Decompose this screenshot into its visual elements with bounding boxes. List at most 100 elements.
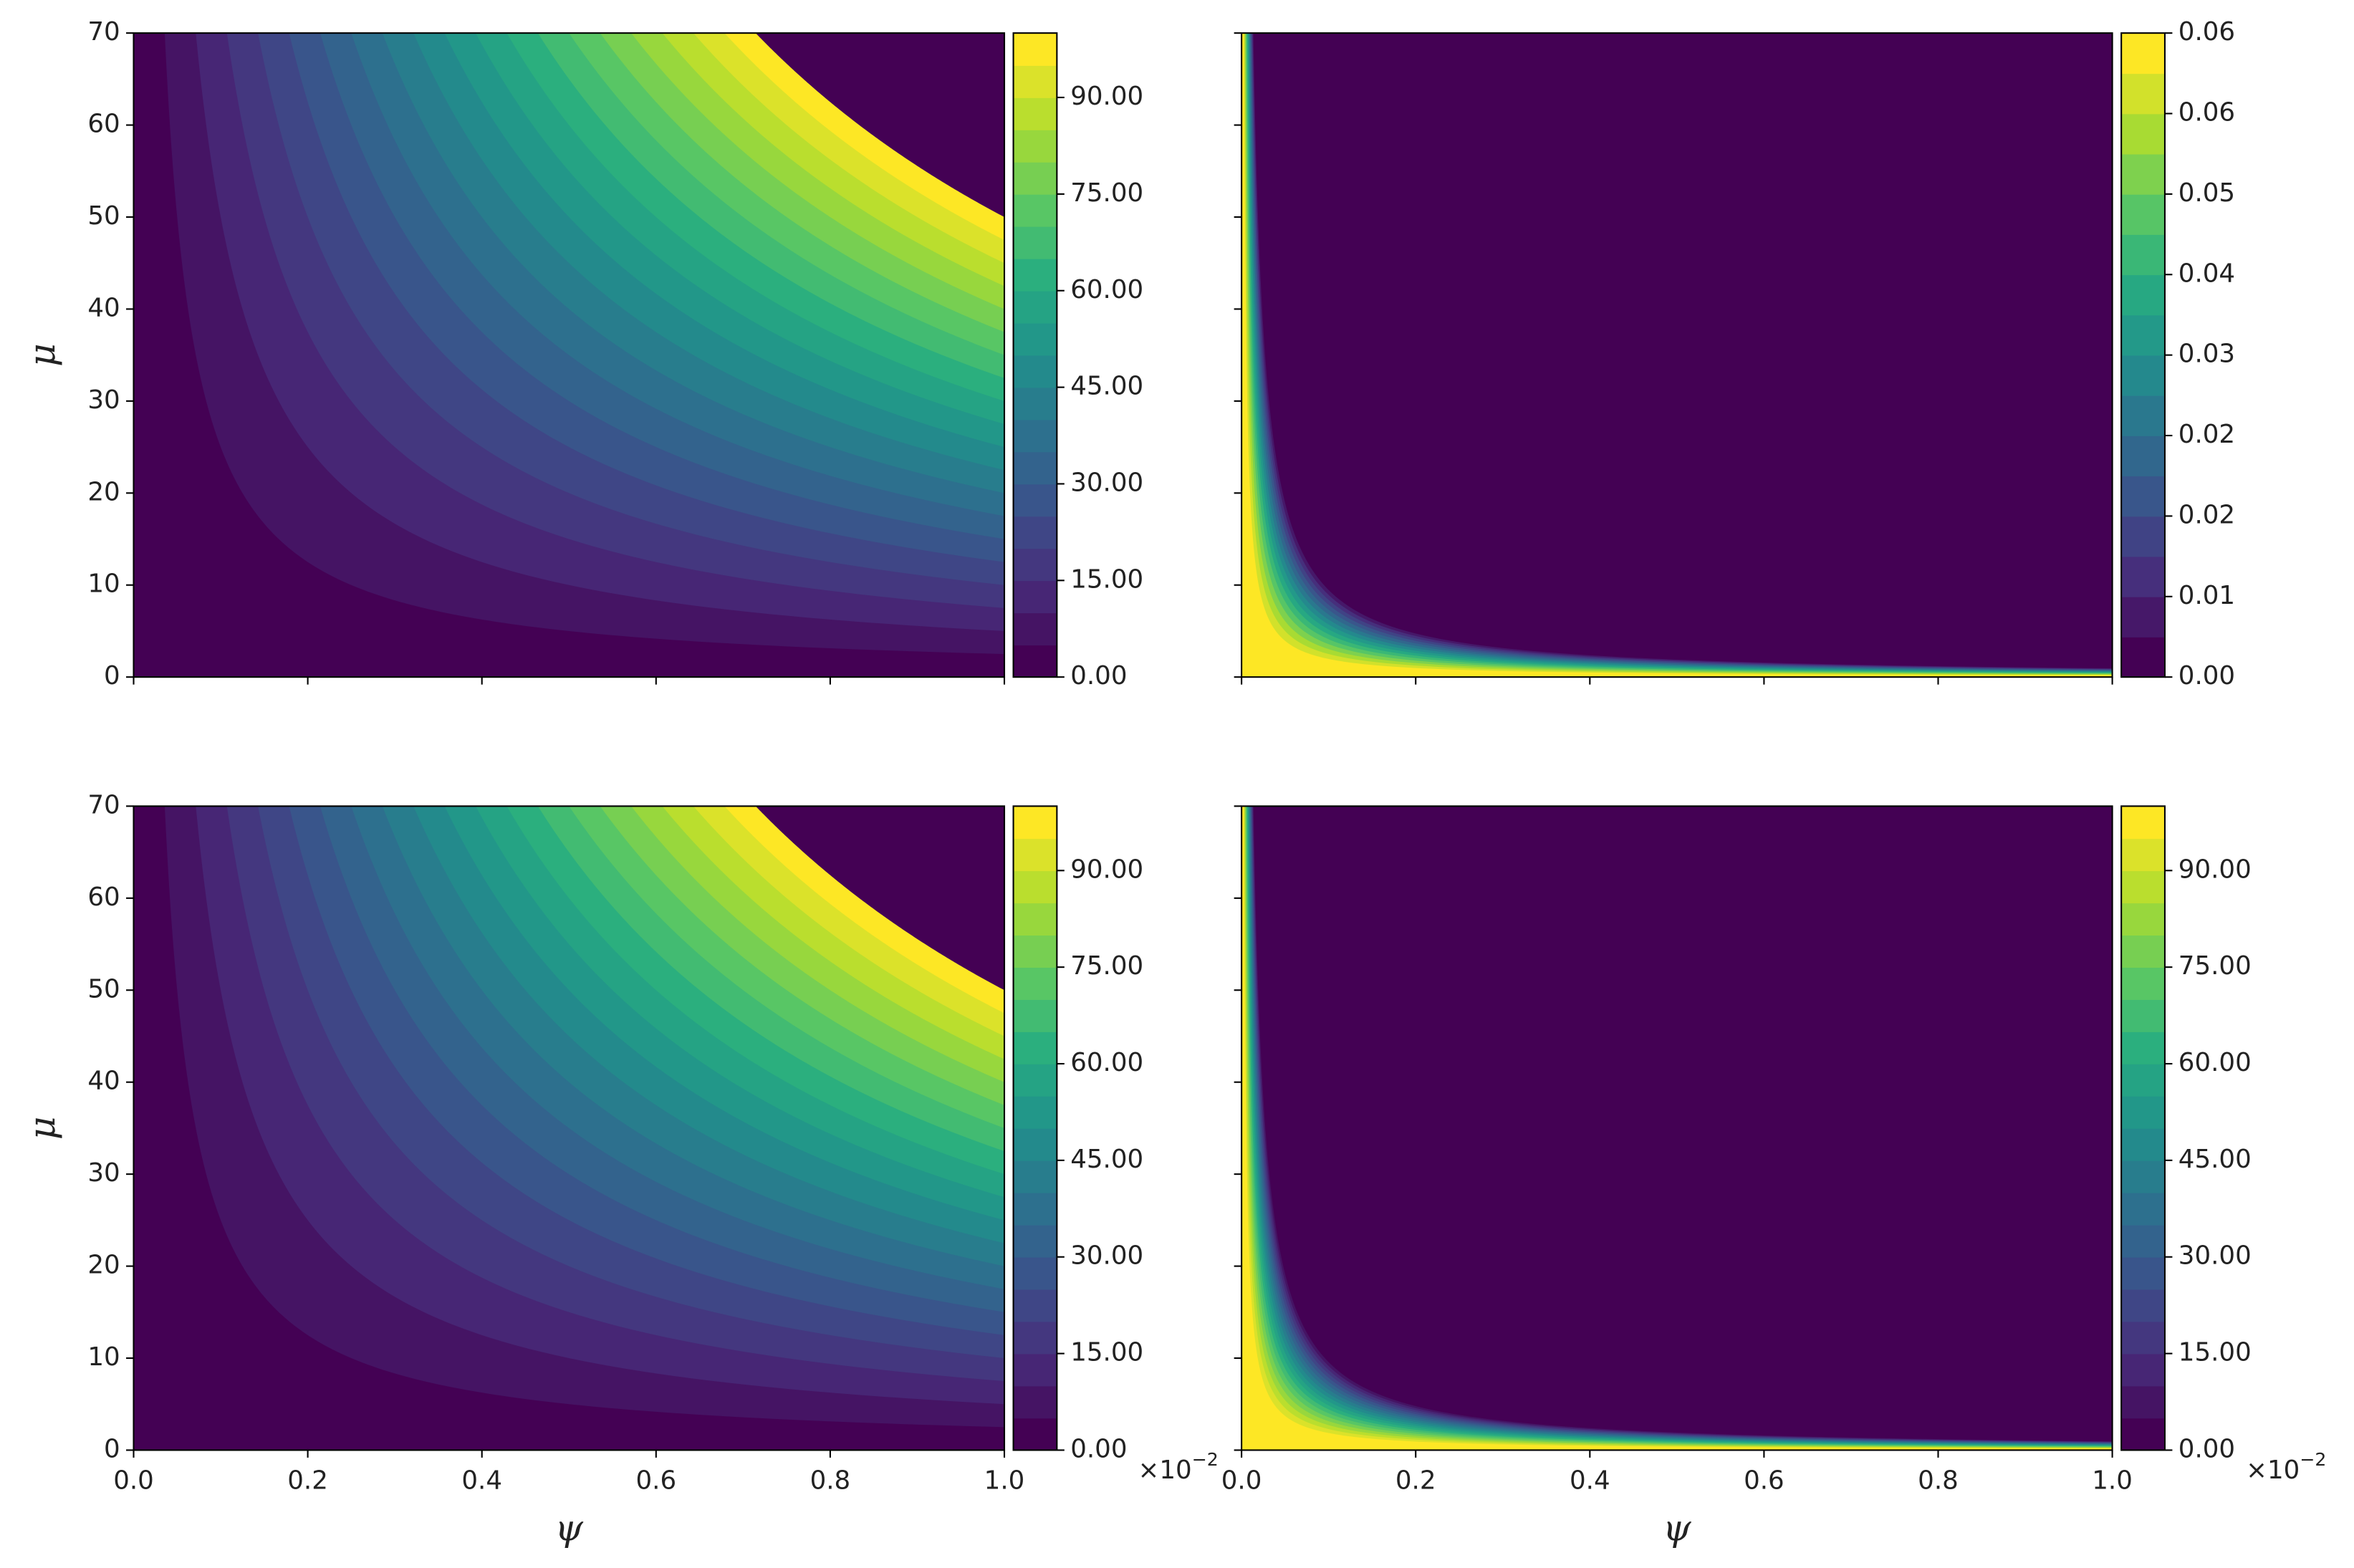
colorbar-band	[1013, 290, 1057, 324]
colorbar-offset: ×10−2	[1138, 1449, 1219, 1485]
colorbar-band	[1013, 1256, 1057, 1290]
colorbar-frame	[1012, 805, 1058, 1451]
contour-band	[133, 33, 1004, 678]
x-tick-label: 1.0	[2092, 1466, 2133, 1495]
colorbar-tick-label: 60.00	[1070, 275, 1143, 304]
colorbar-band	[1013, 258, 1057, 292]
contour-area	[1241, 33, 2113, 678]
colorbar-band	[2121, 636, 2165, 678]
x-tick-label: 0.6	[635, 1466, 676, 1495]
contour-band	[133, 33, 1004, 678]
offset-base: ×10	[2246, 1456, 2300, 1485]
x-tick-label: 0.2	[287, 1466, 328, 1495]
out-of-range	[1241, 33, 2113, 678]
colorbar-tick-label: 60.00	[1070, 1048, 1143, 1077]
x-tick-label: 0.4	[461, 1466, 502, 1495]
colorbar-band	[1013, 419, 1057, 453]
colorbar-band	[2121, 516, 2165, 557]
colorbar-band	[2121, 870, 2165, 904]
colorbar-band	[1013, 1064, 1057, 1097]
colorbar-tick-label: 30.00	[2178, 1241, 2252, 1271]
colorbar-tick-label: 0.06	[2178, 98, 2235, 128]
colorbar-tick-label: 15.00	[2178, 1338, 2252, 1367]
axes-frame	[1241, 805, 2113, 1451]
colorbar-frame	[1012, 32, 1058, 678]
contour-band	[133, 806, 1004, 1451]
colorbar-tick-label: 75.00	[1070, 178, 1143, 208]
colorbar-band	[2121, 33, 2165, 74]
colorbar-band	[1013, 451, 1057, 485]
contour-band	[1241, 806, 2113, 1451]
colorbar-tick-label: 45.00	[1070, 1145, 1143, 1174]
colorbar-band	[1013, 65, 1057, 98]
colorbar-tick-label: 0.00	[2178, 661, 2235, 691]
offset-base: ×10	[1138, 1456, 1192, 1485]
colorbar-band	[1013, 612, 1057, 646]
colorbar-band	[2121, 314, 2165, 356]
colorbar-band	[1013, 33, 1057, 66]
colorbar-tick-label: 45.00	[1070, 372, 1143, 401]
colorbar-band	[1013, 870, 1057, 904]
colorbar-band	[1013, 1095, 1057, 1129]
y-tick-label: 30	[87, 385, 120, 415]
colorbar-band	[2121, 1160, 2165, 1193]
colorbar-band	[2121, 935, 2165, 968]
colorbar-tick-label: 0.00	[1070, 661, 1127, 691]
colorbar-band	[1013, 387, 1057, 420]
colorbar-band	[2121, 436, 2165, 477]
colorbar-band	[2121, 967, 2165, 1000]
y-tick-label: 40	[87, 293, 120, 322]
colorbar-tick-label: 15.00	[1070, 564, 1143, 594]
contour-area	[133, 806, 1004, 1451]
colorbar-band	[2121, 1031, 2165, 1064]
colorbar-tick-label: 90.00	[1070, 855, 1143, 884]
colorbar-tick-label: 90.00	[2178, 855, 2252, 884]
x-tick-label: 0.0	[1221, 1466, 1262, 1495]
y-tick-label: 50	[87, 974, 120, 1004]
colorbar-band	[2121, 234, 2165, 276]
colorbar-band	[2121, 999, 2165, 1032]
colorbar-band	[2121, 1418, 2165, 1451]
colorbar-band	[1013, 1321, 1057, 1355]
colorbar-band	[2121, 838, 2165, 872]
contour-area	[133, 33, 1004, 678]
colorbar-tick-label: 30.00	[1070, 468, 1143, 497]
colorbar-band	[1013, 226, 1057, 259]
y-axis-label: μ	[21, 1117, 63, 1140]
colorbar-band	[1013, 484, 1057, 517]
colorbar-tick-label: 0.01	[2178, 581, 2235, 610]
colorbar-band	[2121, 1224, 2165, 1258]
colorbar-band	[1013, 548, 1057, 582]
colorbar-tick-label: 0.04	[2178, 259, 2235, 288]
colorbar-band	[2121, 1192, 2165, 1226]
colorbar-band	[1013, 645, 1057, 678]
colorbar-tick-label: 0.00	[1070, 1434, 1127, 1463]
colorbar-band	[1013, 1192, 1057, 1226]
y-tick-label: 60	[87, 110, 120, 139]
colorbar-tick-label: 0.05	[2178, 178, 2235, 208]
colorbar-band	[2121, 73, 2165, 115]
colorbar-band	[2121, 1095, 2165, 1129]
x-tick-label: 0.6	[1744, 1466, 1784, 1495]
colorbar-band	[2121, 1064, 2165, 1097]
colorbar-band	[1013, 355, 1057, 388]
colorbar-tick-label: 15.00	[1070, 1338, 1143, 1367]
y-tick-label: 40	[87, 1067, 120, 1096]
colorbar-band	[1013, 1418, 1057, 1451]
colorbar-offset: ×10−2	[2246, 1449, 2326, 1485]
colorbar-band	[1013, 1385, 1057, 1419]
colorbar-band	[1013, 322, 1057, 356]
y-tick-label: 60	[87, 882, 120, 912]
x-axis-label: ψ	[1663, 1507, 1691, 1549]
colorbar-band	[2121, 395, 2165, 436]
y-tick-label: 30	[87, 1158, 120, 1188]
colorbar-band	[2121, 274, 2165, 316]
colorbar-band	[2121, 1321, 2165, 1355]
x-tick-label: 0.8	[810, 1466, 851, 1495]
axes-frame	[1241, 32, 2113, 678]
x-tick-label: 0.2	[1395, 1466, 1436, 1495]
colorbar-band	[2121, 1385, 2165, 1419]
colorbar-tick-label: 75.00	[2178, 951, 2252, 981]
